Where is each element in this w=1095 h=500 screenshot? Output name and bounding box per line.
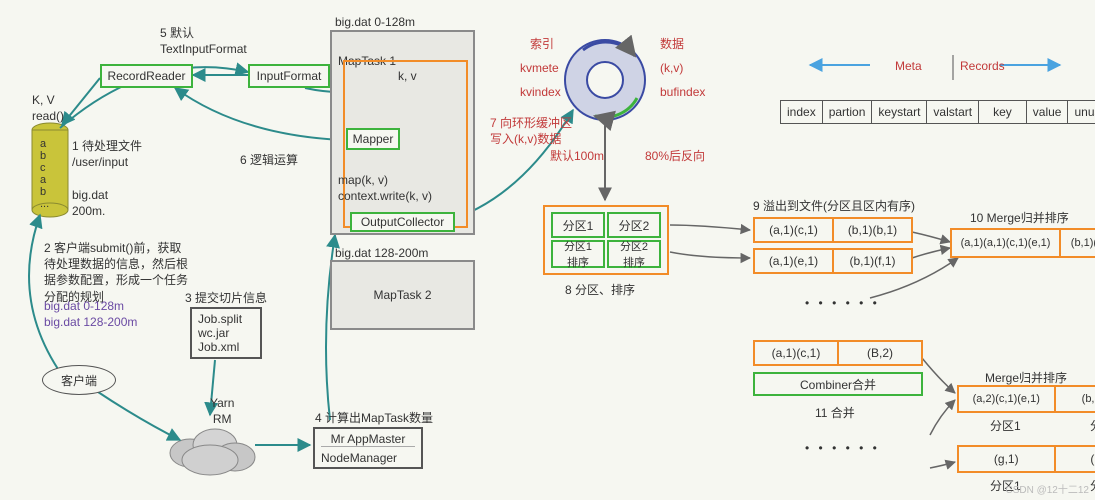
- recordreader-label: RecordReader: [107, 69, 185, 83]
- maptask2-title: big.dat 128-200m: [335, 245, 428, 261]
- p2: 分区2: [607, 212, 661, 238]
- m2b: (b,3)(f,1): [1056, 393, 1095, 405]
- m3b: (h,1): [1056, 452, 1095, 466]
- p2s: 分区2 排序: [607, 240, 661, 268]
- ring-b2: 80%后反向: [645, 148, 705, 164]
- step6-label: 6 逻辑运算: [240, 152, 298, 168]
- combiner-label: Combiner合并: [800, 376, 876, 393]
- step4a-label: Mr AppMaster: [321, 432, 415, 447]
- watermark: CSDN @12十二12: [1005, 481, 1089, 496]
- m2-row: (a,2)(c,1)(e,1) (b,3)(f,1): [957, 385, 1095, 413]
- m3-row: (g,1) (h,1): [957, 445, 1095, 473]
- step7-label: 7 向环形缓冲区 写入(k,v)数据: [490, 115, 572, 147]
- pq1a: 分区1: [990, 418, 1021, 434]
- mapper-box: Mapper: [346, 128, 400, 150]
- step10-label: 10 Merge归并排序: [970, 210, 1069, 226]
- file-letters: abcab...: [40, 138, 49, 211]
- m2-label: Merge归并排序: [985, 370, 1067, 386]
- meta-table: index partion keystart valstart key valu…: [780, 100, 1095, 124]
- dots1: • • • • • •: [805, 295, 880, 311]
- m2a: (a,2)(c,1)(e,1): [959, 387, 1056, 411]
- step1-label: 1 待处理文件 /user/input big.dat 200m.: [72, 138, 142, 219]
- tbl-valstart: valstart: [927, 100, 979, 124]
- ring-b1: 默认100m: [550, 148, 604, 164]
- ring-l2: kvmete: [520, 60, 559, 76]
- kv-label: k, v: [398, 68, 417, 84]
- maptask1-title: big.dat 0-128m: [335, 14, 415, 30]
- step4-label: 4 计算出MapTask数量: [315, 410, 433, 426]
- maplogic-label: map(k, v) context.write(k, v): [338, 172, 432, 204]
- pq2a: 分区2: [1090, 418, 1095, 434]
- combiner-box: Combiner合并: [753, 372, 923, 396]
- records-label: Records: [960, 58, 1005, 74]
- meta-label: Meta: [895, 58, 922, 74]
- r9b: (b,1)(b,1): [834, 223, 911, 237]
- cb1: (a,1)(c,1): [755, 342, 839, 364]
- tbl-partion: partion: [823, 100, 873, 124]
- r10b: (b,1)(b,1)(b,1)(f,1): [1061, 237, 1095, 249]
- ring-r1: 数据: [660, 36, 684, 52]
- step3-box: Job.split wc.jar Job.xml: [190, 307, 262, 359]
- step4-box: Mr AppMaster NodeManager: [313, 427, 423, 469]
- r9a: (a,1)(c,1): [755, 219, 834, 241]
- r9d: (b,1)(f,1): [834, 254, 911, 268]
- step4b-label: NodeManager: [321, 451, 397, 465]
- tbl-key: key: [979, 100, 1027, 124]
- r9-row1: (a,1)(c,1) (b,1)(b,1): [753, 217, 913, 243]
- step3-label: 3 提交切片信息: [185, 290, 267, 306]
- kvread-label: K, V read(): [32, 92, 64, 124]
- step2a-label: big.dat 0-128m big.dat 128-200m: [44, 298, 137, 330]
- tbl-value: value: [1027, 100, 1069, 124]
- cb2: (B,2): [839, 346, 921, 360]
- partition-outer: 分区1 分区2 分区1 排序 分区2 排序: [543, 205, 669, 275]
- tbl-unused: unused: [1068, 100, 1095, 124]
- maptask2-label: MapTask 2: [373, 288, 431, 302]
- r10a: (a,1)(a,1)(c,1)(e,1): [952, 230, 1061, 256]
- r9-row2: (a,1)(e,1) (b,1)(f,1): [753, 248, 913, 274]
- pq2b: 分区2: [1090, 478, 1095, 494]
- p1s: 分区1 排序: [551, 240, 605, 268]
- ring-r2: (k,v): [660, 60, 683, 76]
- inputformat-label: InputFormat: [257, 69, 322, 83]
- step11-label: 11 合并: [815, 405, 855, 421]
- ring-l1: 索引: [530, 36, 554, 52]
- dots2: • • • • • •: [805, 440, 880, 456]
- tbl-index: index: [780, 100, 823, 124]
- yarn-label: Yarn RM: [210, 395, 234, 427]
- step8-label: 8 分区、排序: [565, 282, 635, 298]
- cb-row: (a,1)(c,1) (B,2): [753, 340, 923, 366]
- step3box-label: Job.split wc.jar Job.xml: [198, 312, 242, 354]
- m3a: (g,1): [959, 447, 1056, 471]
- r9c: (a,1)(e,1): [755, 250, 834, 272]
- step2-label: 2 客户端submit()前，获取 待处理数据的信息，然后根 据参数配置，形成一…: [44, 240, 188, 305]
- outputcollector-label: OutputCollector: [361, 215, 444, 229]
- tbl-keystart: keystart: [872, 100, 927, 124]
- ring-r3: bufindex: [660, 84, 705, 100]
- inputformat-box: InputFormat: [248, 64, 330, 88]
- recordreader-box: RecordReader: [100, 64, 193, 88]
- step9-label: 9 溢出到文件(分区且区内有序): [753, 198, 915, 214]
- step5-label: 5 默认 TextInputFormat: [160, 25, 247, 57]
- maptask2-box: MapTask 2: [330, 260, 475, 330]
- mapper-label: Mapper: [353, 132, 394, 146]
- outputcollector-box: OutputCollector: [350, 212, 455, 232]
- client-ellipse: 客户端: [42, 365, 116, 395]
- p1: 分区1: [551, 212, 605, 238]
- r10-row: (a,1)(a,1)(c,1)(e,1) (b,1)(b,1)(b,1)(f,1…: [950, 228, 1095, 258]
- ring-l3: kvindex: [520, 84, 561, 100]
- client-label: 客户端: [61, 372, 97, 389]
